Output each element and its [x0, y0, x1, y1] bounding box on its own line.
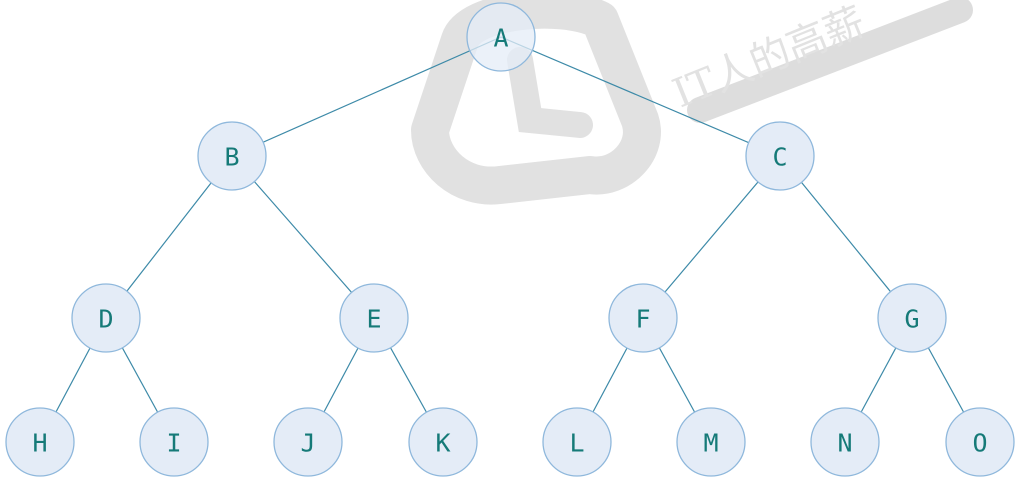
tree-node-h: H	[5, 407, 75, 477]
edge-a-b	[231, 36, 502, 157]
node-label: K	[435, 429, 450, 458]
tree-node-b: B	[197, 121, 267, 191]
edge-b-e	[231, 155, 375, 319]
edges	[39, 36, 981, 443]
node-circle	[339, 283, 409, 353]
node-label: B	[224, 143, 239, 172]
edge-c-g	[779, 155, 913, 319]
node-circle	[273, 407, 343, 477]
node-label: O	[972, 429, 987, 458]
tree-node-a: A	[466, 2, 536, 72]
tree-node-m: M	[676, 407, 746, 477]
tree-node-g: G	[877, 283, 947, 353]
tree-node-e: E	[339, 283, 409, 353]
node-label: A	[493, 24, 508, 53]
tree-node-d: D	[71, 283, 141, 353]
node-circle	[608, 283, 678, 353]
tree-node-i: I	[139, 407, 209, 477]
nodes: A B C D E F G H I J K L M N O	[5, 2, 1015, 477]
node-label: G	[904, 305, 919, 334]
node-circle	[466, 2, 536, 72]
node-circle	[745, 121, 815, 191]
tree-node-o: O	[945, 407, 1015, 477]
node-circle	[139, 407, 209, 477]
node-circle	[542, 407, 612, 477]
node-label: I	[166, 429, 181, 458]
node-circle	[197, 121, 267, 191]
edge-a-c	[500, 36, 781, 157]
node-label: E	[366, 305, 381, 334]
node-label: H	[32, 429, 47, 458]
tree-node-c: C	[745, 121, 815, 191]
node-label: M	[703, 429, 718, 458]
node-circle	[877, 283, 947, 353]
node-label: L	[569, 429, 584, 458]
node-label: D	[98, 305, 113, 334]
node-circle	[5, 407, 75, 477]
tree-node-f: F	[608, 283, 678, 353]
brand-logo-inner-icon	[507, 47, 593, 138]
node-label: C	[772, 143, 787, 172]
tree-node-n: N	[810, 407, 880, 477]
node-circle	[676, 407, 746, 477]
node-label: J	[300, 429, 315, 458]
tree-node-l: L	[542, 407, 612, 477]
node-label: F	[635, 305, 650, 334]
node-circle	[810, 407, 880, 477]
node-circle	[945, 407, 1015, 477]
node-circle	[71, 283, 141, 353]
node-label: N	[837, 429, 852, 458]
brand-swoosh-icon	[687, 0, 973, 123]
tree-node-j: J	[273, 407, 343, 477]
tree-node-k: K	[408, 407, 478, 477]
edge-c-f	[642, 155, 781, 319]
node-circle	[408, 407, 478, 477]
